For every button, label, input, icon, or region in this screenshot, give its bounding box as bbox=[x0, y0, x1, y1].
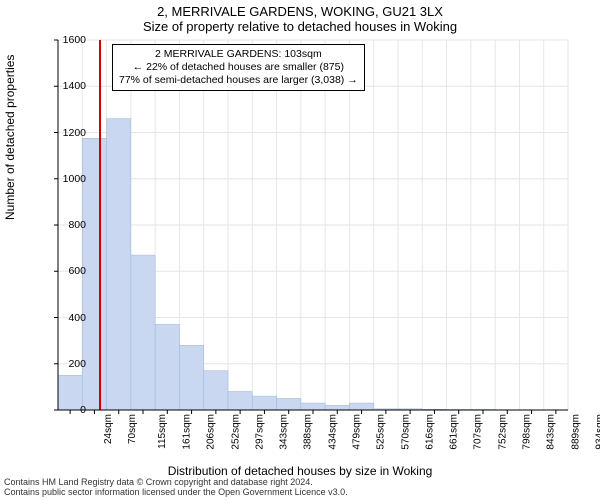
histogram-svg bbox=[58, 40, 568, 410]
y-tick-label: 1000 bbox=[46, 173, 86, 185]
x-tick-label: 798sqm bbox=[522, 414, 533, 450]
x-tick-label: 525sqm bbox=[376, 414, 387, 450]
x-tick-label: 843sqm bbox=[546, 414, 557, 450]
annotation-line-1: 2 MERRIVALE GARDENS: 103sqm bbox=[119, 48, 358, 61]
x-tick-label: 206sqm bbox=[206, 414, 217, 450]
y-tick-label: 400 bbox=[46, 312, 86, 324]
y-tick-label: 1400 bbox=[46, 80, 86, 92]
x-axis-label: Distribution of detached houses by size … bbox=[0, 464, 600, 478]
chart-footnote: Contains HM Land Registry data © Crown c… bbox=[4, 478, 348, 498]
x-tick-label: 934sqm bbox=[594, 414, 600, 450]
y-tick-label: 800 bbox=[46, 219, 86, 231]
x-tick-label: 343sqm bbox=[279, 414, 290, 450]
x-tick-label: 479sqm bbox=[352, 414, 363, 450]
x-tick-label: 616sqm bbox=[424, 414, 435, 450]
x-tick-label: 752sqm bbox=[497, 414, 508, 450]
y-tick-label: 0 bbox=[46, 404, 86, 416]
x-tick-label: 70sqm bbox=[127, 414, 138, 444]
chart-title-sub: Size of property relative to detached ho… bbox=[0, 19, 600, 36]
y-tick-label: 200 bbox=[46, 358, 86, 370]
x-tick-label: 161sqm bbox=[182, 414, 193, 450]
y-tick-label: 600 bbox=[46, 265, 86, 277]
x-tick-label: 707sqm bbox=[473, 414, 484, 450]
x-tick-label: 115sqm bbox=[157, 414, 168, 449]
x-tick-label: 434sqm bbox=[327, 414, 338, 450]
x-tick-label: 252sqm bbox=[230, 414, 241, 450]
annotation-line-2: ← 22% of detached houses are smaller (87… bbox=[119, 61, 358, 74]
footnote-line-2: Contains public sector information licen… bbox=[4, 488, 348, 498]
x-tick-label: 388sqm bbox=[303, 414, 314, 450]
x-tick-label: 570sqm bbox=[400, 414, 411, 450]
annotation-box: 2 MERRIVALE GARDENS: 103sqm ← 22% of det… bbox=[112, 44, 365, 91]
x-tick-label: 661sqm bbox=[449, 414, 460, 450]
y-tick-label: 1600 bbox=[46, 34, 86, 46]
chart-area: 2 MERRIVALE GARDENS: 103sqm ← 22% of det… bbox=[58, 40, 568, 410]
y-tick-label: 1200 bbox=[46, 127, 86, 139]
annotation-line-3: 77% of semi-detached houses are larger (… bbox=[119, 74, 358, 87]
x-tick-label: 297sqm bbox=[254, 414, 265, 450]
x-tick-label: 24sqm bbox=[103, 414, 114, 444]
y-axis-label: Number of detached properties bbox=[3, 55, 17, 220]
x-tick-label: 889sqm bbox=[570, 414, 581, 450]
chart-title-main: 2, MERRIVALE GARDENS, WOKING, GU21 3LX bbox=[0, 0, 600, 19]
